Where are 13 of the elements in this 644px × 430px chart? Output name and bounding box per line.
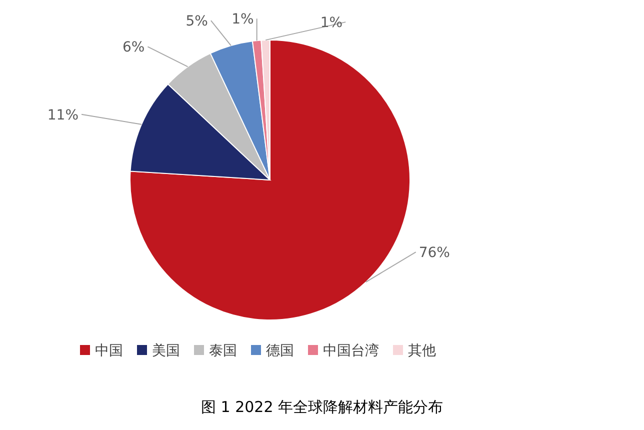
- data-label: 5%: [186, 14, 208, 30]
- data-label: 1%: [320, 15, 343, 32]
- legend-label: 美国: [152, 343, 180, 359]
- data-label: 6%: [122, 40, 145, 56]
- legend-label: 中国台湾: [323, 343, 379, 359]
- legend-label: 中国: [95, 343, 123, 359]
- data-label: 76%: [418, 245, 450, 262]
- legend-label: 泰国: [209, 343, 237, 359]
- legend-label: 德国: [266, 343, 294, 359]
- legend-label: 其他: [408, 343, 436, 359]
- data-label: 1%: [232, 12, 254, 28]
- data-label: 11%: [47, 107, 79, 124]
- text: 图 1 2022 年全球降解材料产能分布: [200, 398, 444, 416]
